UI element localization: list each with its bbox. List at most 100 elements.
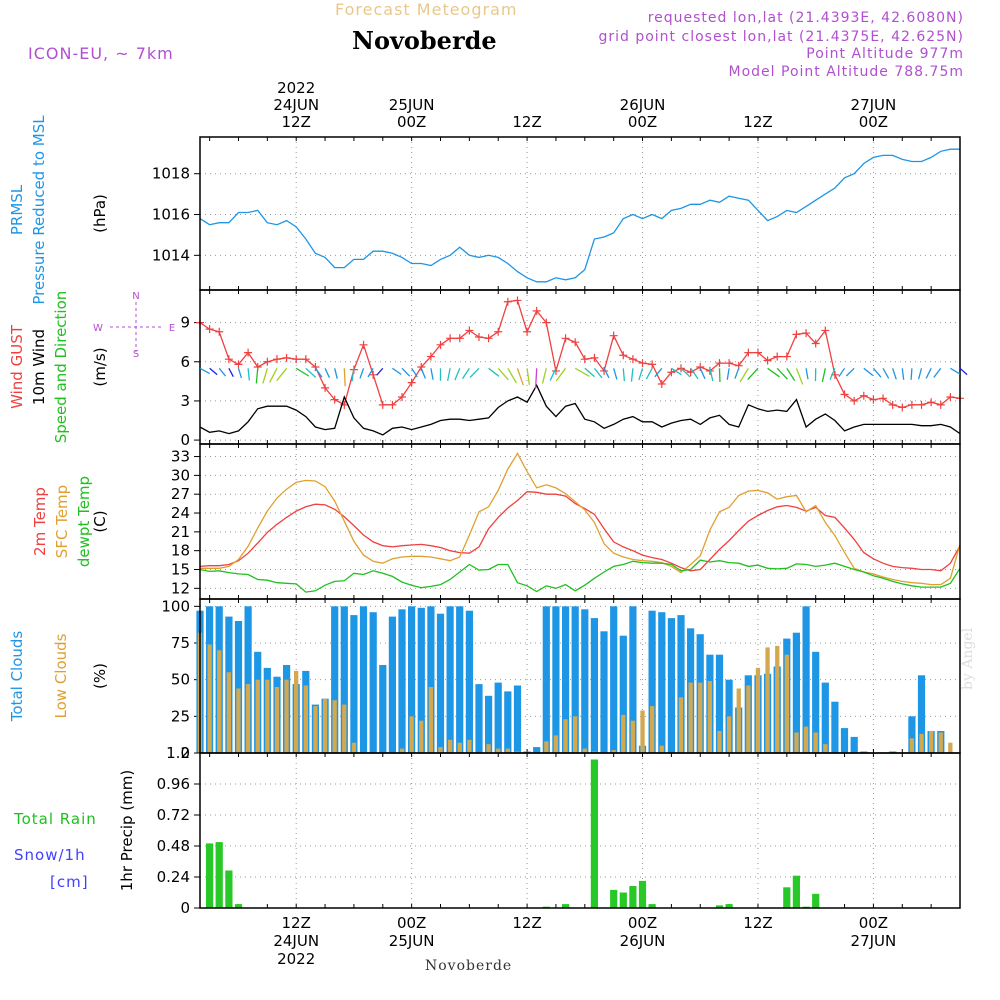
wind-arrow [228,367,234,377]
wind-arrow [392,367,402,375]
bar [929,731,934,753]
bar [438,747,443,753]
y-tick-label: 1018 [152,165,190,183]
gust-marker [244,348,253,357]
bar [812,651,820,753]
bar [802,606,810,753]
bar [650,706,655,753]
bar [505,748,510,753]
point-altitude: Point Altitude 977m [806,46,964,62]
wind-arrow [882,367,890,379]
bar [562,904,570,908]
compass-north: N [132,291,139,302]
wind-arrow [247,368,250,381]
bar [427,606,435,753]
gust-marker [523,327,532,336]
gust-marker [657,379,666,388]
bar [707,681,712,753]
wind-arrow [767,367,780,378]
bar [351,742,357,753]
time-label-top: 12Z [743,113,772,131]
bar [496,748,501,753]
bar [563,719,568,753]
bar [552,606,560,753]
wind-arrow [739,367,749,383]
wind-arrow [910,368,913,380]
gust-marker [869,395,878,404]
y-tick-label: 75 [171,634,190,652]
gust-marker [850,396,859,405]
wind-arrow [933,367,942,378]
time-label-bottom: 25JUN [389,932,435,950]
bar [582,748,587,753]
bar [475,684,483,753]
gust-marker [907,400,916,409]
bar [379,665,387,753]
bar [206,843,214,908]
bar [611,750,616,753]
wind-arrow [747,367,759,380]
gust-marker [321,383,330,392]
bar [340,606,348,753]
gust-marker [802,329,811,338]
wind-arrow [262,368,268,384]
wind-arrow [534,368,538,389]
gust-marker [330,395,339,404]
wind-arrow [734,368,740,379]
wind-arrow [526,368,531,385]
bar [313,706,318,753]
y-tick-label: 9 [180,314,190,332]
unit-label: (m/s) [91,347,109,386]
y-tick-label: 0.72 [157,806,190,824]
bar [409,716,414,753]
y-axis-label: PRMSL [8,184,26,235]
bar [399,748,405,753]
bar [236,688,241,753]
y-axis-label: 10m Wind [30,329,48,405]
series-line [199,559,961,593]
bar [467,739,472,753]
gust-marker [667,368,676,377]
bar [630,720,635,753]
wind-arrow [295,367,310,377]
gust-marker [282,353,291,362]
gust-marker [398,393,407,402]
y-tick-label: 24 [171,504,190,522]
wind-arrow [461,367,470,380]
series-line [199,299,961,409]
gust-marker [263,357,272,366]
bar [794,732,799,753]
bar [590,759,598,908]
panel-2 [194,443,961,600]
y-tick-label: 33 [171,448,190,466]
wind-arrow [845,367,855,377]
y-tick-label: 25 [171,707,190,725]
bar [448,739,453,753]
wind-arrow [488,367,500,377]
wind-arrow [359,368,365,379]
y-tick-label: 6 [180,353,190,371]
panel-1 [194,289,964,445]
time-label-bottom: 26JUN [620,932,666,950]
y-tick-label: 0.96 [157,775,190,793]
y-tick-label: 30 [171,466,190,484]
bar [610,606,618,753]
gust-marker [811,339,820,348]
time-label-top: 00Z [859,113,888,131]
bar [610,889,618,908]
gust-marker [600,366,609,375]
wind-arrow [959,367,968,376]
panel-frame [199,752,961,909]
time-label-bottom: 24JUN [273,932,319,950]
bar [457,742,462,753]
bar [428,687,433,753]
compass-east: E [169,323,175,334]
wind-arrow [795,368,804,385]
y-tick-label: 21 [171,523,190,541]
y-axis-label: [cm] [50,873,89,891]
time-label-bottom: 00Z [859,914,888,932]
gust-marker [292,355,301,364]
y-tick-label: 1016 [152,206,190,224]
wind-arrow [454,368,461,381]
